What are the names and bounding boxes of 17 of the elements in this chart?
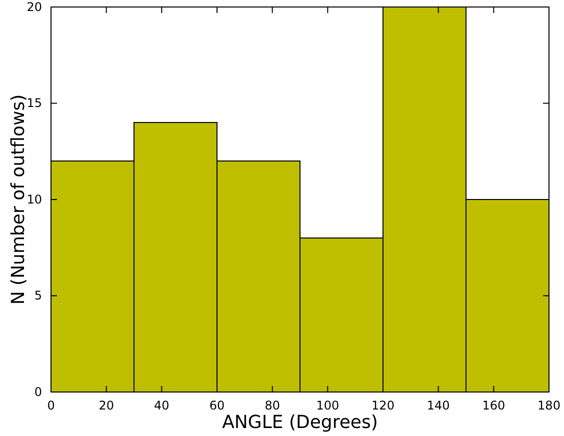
y-axis-title: N (Number of outflows) [8, 94, 29, 305]
x-tick-label: 0 [47, 398, 55, 413]
y-tick-label: 10 [26, 192, 42, 206]
x-tick-label: 160 [482, 398, 506, 413]
x-tick-label: 60 [209, 398, 225, 413]
x-tick-label: 40 [154, 398, 170, 413]
y-tick-label: 5 [34, 288, 42, 303]
x-tick-label: 20 [98, 398, 114, 413]
x-tick-label: 80 [264, 398, 280, 413]
y-tick-label: 20 [26, 0, 42, 14]
x-tick-label: 120 [372, 398, 394, 413]
x-tick-label: 140 [426, 398, 450, 413]
x-tick-label: 100 [316, 398, 340, 413]
x-axis-title: ANGLE (Degrees) [222, 412, 378, 433]
x-tick-label: 180 [538, 398, 560, 413]
y-tick-label: 0 [34, 384, 42, 399]
y-tick-label: 15 [26, 96, 42, 110]
